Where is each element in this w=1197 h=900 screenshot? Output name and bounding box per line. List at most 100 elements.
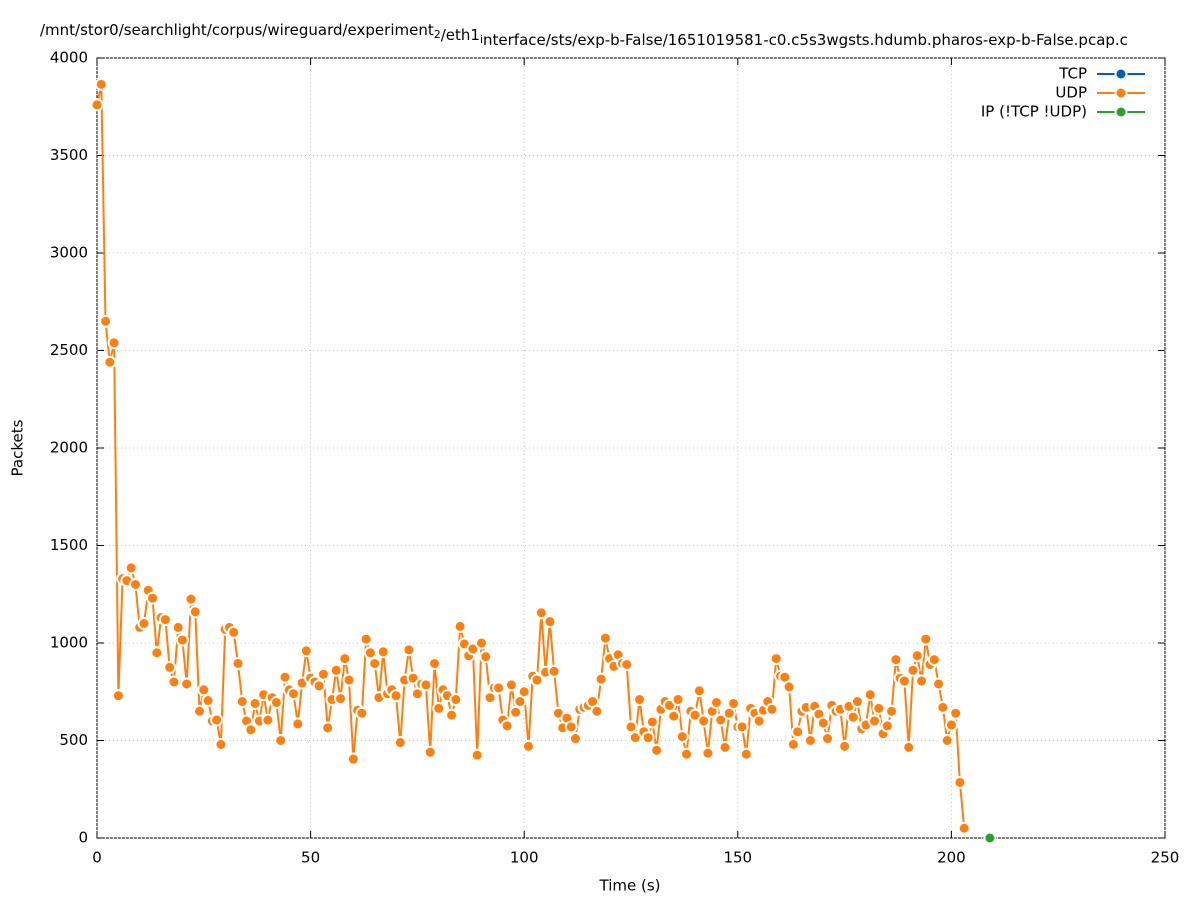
y-tick-label: 4000 — [50, 49, 88, 67]
data-point — [342, 673, 356, 687]
y-tick-label: 1500 — [50, 536, 88, 554]
data-point — [739, 747, 753, 761]
data-point — [624, 720, 638, 734]
data-point — [919, 632, 933, 646]
data-point — [645, 715, 659, 729]
data-point — [500, 719, 514, 733]
data-point — [291, 717, 305, 731]
data-point — [727, 696, 741, 710]
data-point — [299, 644, 313, 658]
y-tick-label: 2000 — [50, 439, 88, 457]
data-point — [449, 693, 463, 707]
data-point — [671, 693, 685, 707]
legend-label: UDP — [1055, 84, 1087, 102]
data-point — [786, 737, 800, 751]
data-point — [158, 613, 172, 627]
data-point — [709, 695, 723, 709]
data-point — [932, 677, 946, 691]
data-point — [197, 683, 211, 697]
data-point — [316, 667, 330, 681]
data-point — [752, 714, 766, 728]
data-point — [543, 615, 557, 629]
data-point — [363, 646, 377, 660]
data-point — [107, 336, 121, 350]
data-point — [983, 831, 997, 845]
x-tick-label: 50 — [301, 849, 320, 867]
data-point — [885, 704, 899, 718]
data-point — [389, 689, 403, 703]
legend-label: IP (!TCP !UDP) — [981, 103, 1087, 121]
data-point — [564, 720, 578, 734]
data-point — [650, 743, 664, 757]
y-tick-label: 1000 — [50, 634, 88, 652]
y-tick-label: 0 — [78, 829, 88, 847]
data-point — [376, 645, 390, 659]
data-point — [227, 625, 241, 639]
data-point — [816, 716, 830, 730]
data-point — [863, 688, 877, 702]
data-point — [692, 684, 706, 698]
data-point — [547, 664, 561, 678]
data-point — [667, 709, 681, 723]
data-point — [445, 708, 459, 722]
data-point — [940, 734, 954, 747]
x-tick-label: 250 — [1151, 849, 1180, 867]
data-point — [261, 713, 275, 727]
data-point — [453, 619, 467, 633]
data-point — [137, 617, 151, 630]
data-point — [171, 620, 185, 634]
data-point — [150, 646, 164, 660]
x-axis-label: Time (s) — [599, 877, 661, 895]
y-tick-label: 3500 — [50, 146, 88, 164]
data-point — [517, 685, 531, 699]
data-point — [868, 714, 882, 728]
data-point — [338, 652, 352, 666]
data-point — [953, 775, 967, 789]
data-point — [803, 734, 817, 747]
legend-marker — [1114, 105, 1128, 119]
data-point — [910, 649, 924, 663]
data-point — [821, 732, 835, 746]
data-point — [244, 723, 258, 737]
data-point — [927, 653, 941, 667]
data-point — [479, 650, 493, 664]
legend-label: TCP — [1058, 65, 1087, 83]
data-point — [936, 700, 950, 714]
data-point — [146, 591, 160, 605]
data-point — [90, 98, 104, 112]
data-point — [850, 695, 864, 708]
data-point — [188, 605, 202, 619]
y-tick-label: 2500 — [50, 341, 88, 359]
data-point — [957, 821, 971, 835]
data-point — [466, 642, 480, 656]
data-point — [163, 660, 177, 674]
data-point — [782, 680, 796, 694]
data-point — [718, 740, 732, 754]
data-point — [769, 652, 783, 666]
data-point — [329, 663, 343, 677]
data-point — [427, 656, 441, 670]
y-tick-label: 500 — [59, 731, 88, 749]
data-point — [167, 675, 181, 689]
data-point — [620, 657, 634, 671]
data-point — [598, 631, 612, 645]
data-point — [880, 719, 894, 733]
data-point — [791, 725, 805, 739]
data-point — [492, 681, 506, 695]
data-point — [897, 674, 911, 688]
data-point — [714, 713, 728, 727]
data-point — [641, 731, 655, 745]
data-point — [872, 701, 886, 715]
data-point — [633, 693, 647, 707]
data-point — [662, 698, 676, 712]
data-point — [180, 677, 194, 691]
data-point — [406, 671, 420, 685]
y-tick-label: 3000 — [50, 244, 88, 262]
data-point — [334, 692, 348, 706]
data-point — [949, 706, 963, 720]
data-point — [470, 748, 484, 762]
data-point — [846, 710, 860, 724]
data-point — [248, 696, 262, 710]
x-tick-label: 0 — [92, 849, 102, 867]
